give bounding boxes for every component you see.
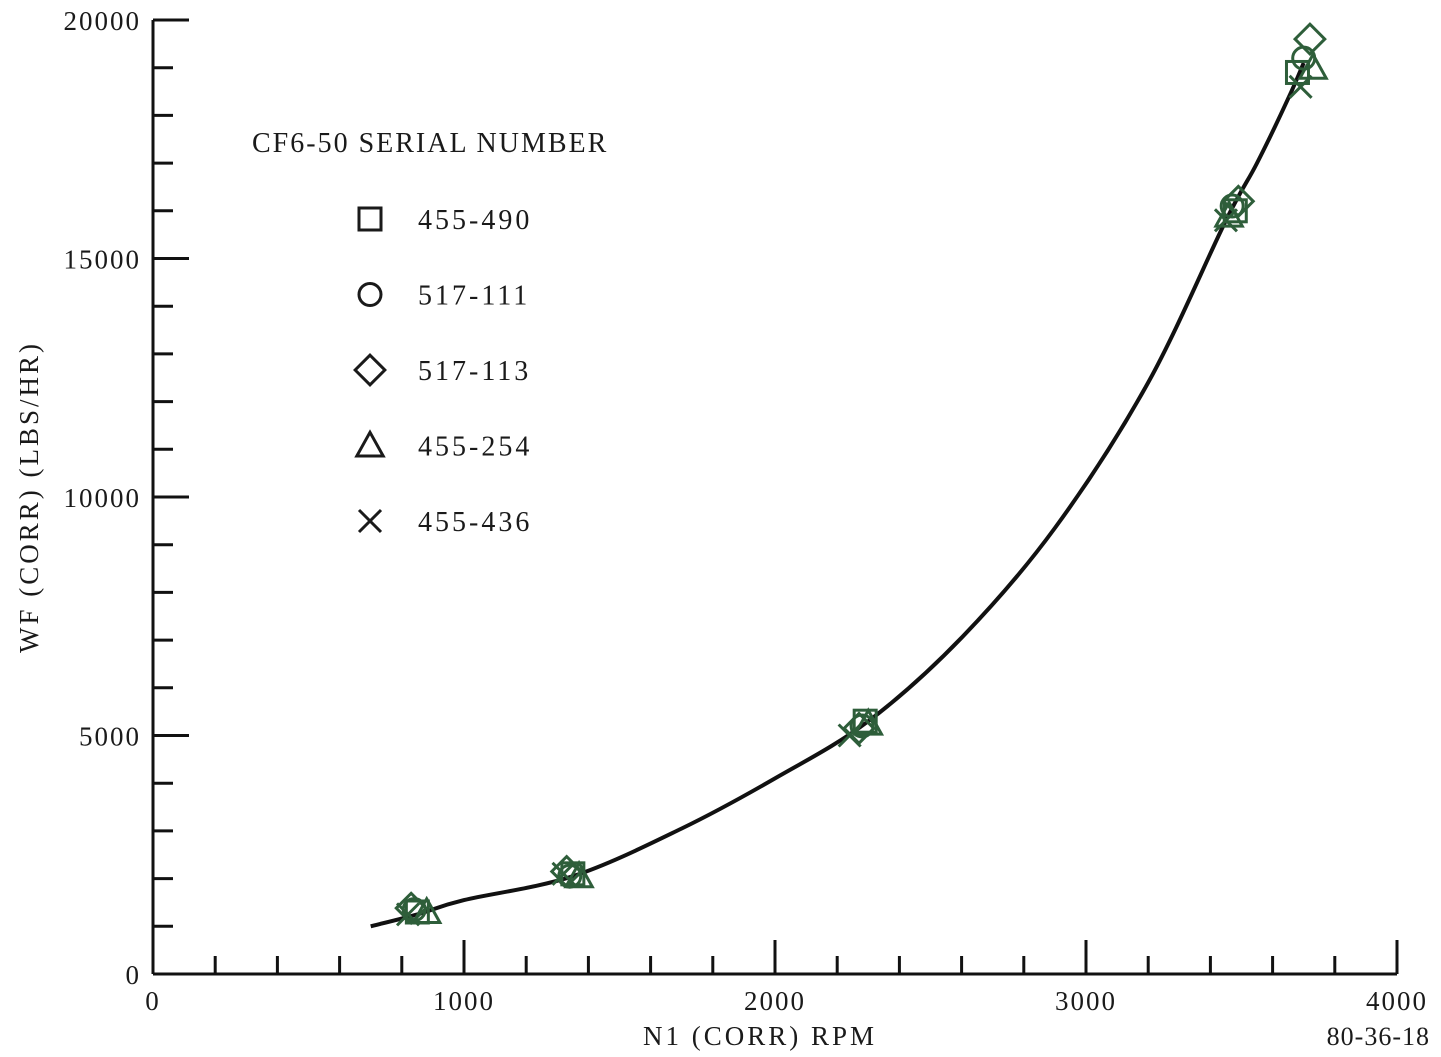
data-point-diamond [1292,22,1327,57]
data-point-x [837,723,862,748]
legend-marker-x [357,508,383,534]
legend-marker-triangle [354,429,386,458]
data-point-x [551,861,576,886]
x-tick-label: 4000 [1366,986,1428,1016]
data-point-x [1288,74,1313,99]
data-point-square [852,708,878,734]
x-tick-label: 0 [145,986,161,1016]
legend: CF6-50 SERIAL NUMBER 455-490 517-111 517-1… [252,128,608,538]
y-tick-label: 10000 [64,483,142,513]
y-axis-title: WF (CORR) (LBS/HR) [14,341,44,653]
legend-marker-circle [357,282,383,307]
data-point-triangle [852,707,885,736]
x-tick-label: 2000 [744,986,806,1016]
data-point-diamond [394,891,429,926]
legend-marker-square [357,206,383,232]
data-point-triangle [1297,51,1329,80]
data-point-triangle [563,859,595,889]
legend-label: 455-254 [418,432,532,463]
legend-marker-diamond [353,353,387,387]
y-tick-label: 15000 [64,245,142,275]
legend-label: 455-490 [418,205,532,236]
data-points-layer [394,22,1329,927]
x-tick-label: 1000 [433,986,495,1016]
legend-label: 517-113 [418,356,531,387]
y-tick-label: 5000 [79,722,141,752]
axes: 0 1000 2000 3000 4000 0 5000 10000 15000 20000 [64,6,1428,1016]
fit-curve-line [370,62,1306,929]
data-point-x [1213,208,1239,233]
legend-title: CF6-50 SERIAL NUMBER [252,128,608,159]
fit-curve-layer [370,62,1306,929]
legend-label: 455-436 [418,507,532,538]
legend-label: 517-111 [418,281,530,312]
data-point-x [395,902,421,927]
data-point-triangle [1213,199,1245,228]
figure-id: 80-36-18 [1327,1022,1430,1051]
y-tick-label: 0 [126,960,142,990]
x-axis-title: N1 (CORR) RPM [643,1021,877,1051]
x-tick-label: 3000 [1055,986,1117,1016]
data-point-circle [1219,193,1245,219]
y-tick-label: 20000 [64,6,142,36]
data-point-triangle [410,895,443,925]
